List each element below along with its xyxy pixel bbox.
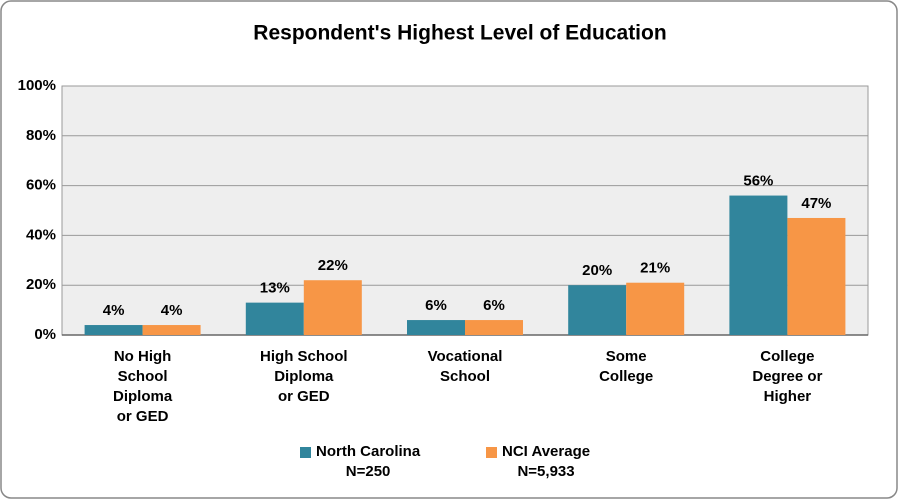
bar	[626, 282, 685, 335]
bar	[407, 320, 465, 335]
bar	[729, 195, 788, 335]
bar	[568, 285, 627, 335]
legend-swatch	[486, 447, 497, 458]
data-label: 4%	[103, 302, 125, 319]
y-tick-label: 20%	[26, 276, 56, 293]
legend-label: NCI Average N=5,933	[502, 443, 591, 480]
y-tick-label: 80%	[26, 127, 56, 144]
bar	[245, 302, 304, 335]
y-tick-label: 100%	[18, 77, 56, 94]
x-tick-label: High School Diploma or GED	[260, 348, 348, 405]
data-label: 6%	[483, 297, 505, 314]
data-label: 4%	[161, 302, 183, 319]
bar	[142, 325, 201, 335]
bar	[84, 325, 143, 335]
y-tick-label: 0%	[34, 326, 56, 343]
bar	[465, 320, 523, 335]
data-label: 20%	[582, 262, 612, 279]
legend-swatch	[300, 447, 311, 458]
x-tick-label: Some College	[599, 348, 654, 385]
bar	[787, 217, 846, 335]
x-tick-label: Vocational School	[427, 348, 503, 385]
data-label: 22%	[318, 257, 348, 274]
y-tick-label: 40%	[26, 226, 56, 243]
data-label: 13%	[260, 280, 290, 297]
data-label: 21%	[640, 260, 670, 277]
data-label: 6%	[425, 297, 447, 314]
bar	[303, 280, 362, 335]
x-tick-label: College Degree or Higher	[752, 348, 823, 405]
chart-title: Respondent's Highest Level of Education	[253, 22, 666, 45]
y-tick-label: 60%	[26, 177, 56, 194]
data-label: 47%	[801, 195, 831, 212]
x-tick-label: No High School Diploma or GED	[113, 348, 173, 425]
data-label: 56%	[743, 173, 773, 190]
legend-label: North Carolina N=250	[316, 443, 421, 480]
